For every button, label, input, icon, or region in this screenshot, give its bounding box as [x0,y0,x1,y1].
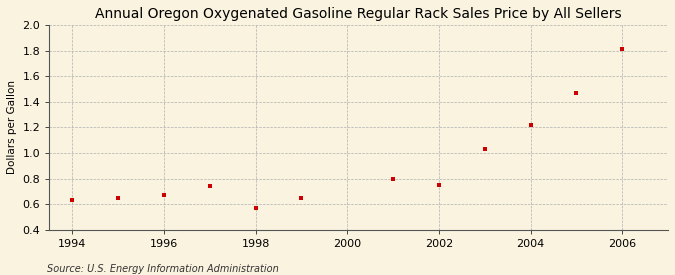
Y-axis label: Dollars per Gallon: Dollars per Gallon [7,80,17,174]
Point [250,206,261,210]
Point [433,183,444,187]
Point [479,147,490,151]
Point [571,90,582,95]
Point [525,123,536,127]
Point [159,193,169,197]
Point [296,196,306,200]
Point [67,198,78,202]
Point [205,184,215,188]
Title: Annual Oregon Oxygenated Gasoline Regular Rack Sales Price by All Sellers: Annual Oregon Oxygenated Gasoline Regula… [95,7,622,21]
Point [387,176,398,181]
Text: Source: U.S. Energy Information Administration: Source: U.S. Energy Information Administ… [47,264,279,274]
Point [617,47,628,51]
Point [113,196,124,200]
